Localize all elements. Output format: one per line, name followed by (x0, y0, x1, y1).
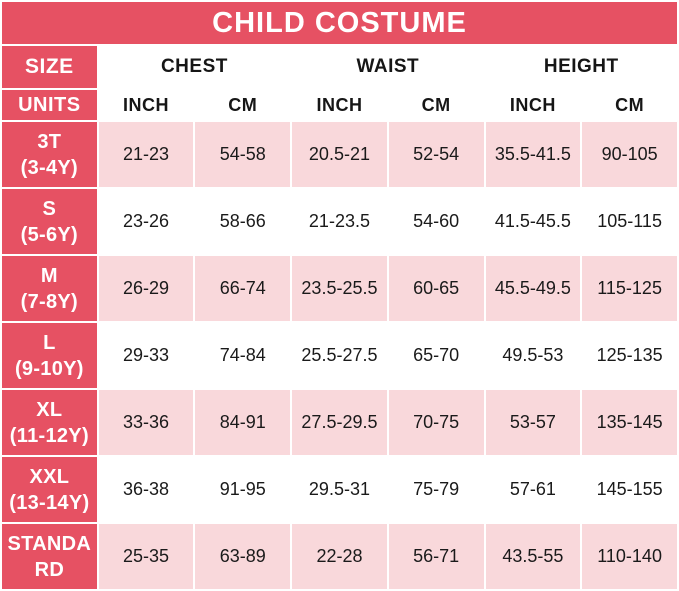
size-age-range: (3-4Y) (20, 156, 79, 179)
size-label: RD (34, 558, 65, 581)
cell-waist-inch: 29.5-31 (292, 457, 387, 522)
size-age-range: (13-14Y) (9, 491, 90, 514)
table-row-l: L (9-10Y) 29-33 74-84 25.5-27.5 65-70 49… (2, 323, 677, 388)
cell-height-cm: 90-105 (582, 122, 677, 187)
cell-chest-inch: 25-35 (98, 524, 194, 589)
cell-waist-cm: 65-70 (388, 323, 484, 388)
cell-waist-inch: 20.5-21 (292, 122, 387, 187)
table-row-xxl: XXL (13-14Y) 36-38 91-95 29.5-31 75-79 5… (2, 457, 677, 522)
size-table: SIZE CHEST WAIST HEIGHT UNITS INCH CM IN… (0, 44, 679, 591)
header-group-height: HEIGHT (485, 46, 677, 88)
size-age-range: (9-10Y) (14, 357, 84, 380)
cell-height-cm: 105-115 (582, 189, 677, 254)
chart-title: CHILD COSTUME (212, 6, 467, 39)
cell-chest-inch: 23-26 (98, 189, 194, 254)
cell-height-inch: 41.5-45.5 (485, 189, 581, 254)
chart-title-bar: CHILD COSTUME (2, 2, 677, 44)
header-group-waist: WAIST (292, 46, 484, 88)
cell-chest-cm: 84-91 (195, 390, 291, 455)
header-units: UNITS (2, 90, 97, 120)
cell-chest-cm: 74-84 (195, 323, 291, 388)
cell-waist-inch: 22-28 (292, 524, 387, 589)
size-age-range: (7-8Y) (20, 290, 79, 313)
cell-height-inch: 49.5-53 (485, 323, 581, 388)
size-cell-l: L (9-10Y) (2, 323, 97, 388)
size-label: L (43, 331, 56, 354)
size-age-range: (5-6Y) (20, 223, 79, 246)
unit-waist-inch: INCH (292, 90, 387, 120)
table-row-m: M (7-8Y) 26-29 66-74 23.5-25.5 60-65 45.… (2, 256, 677, 321)
header-group-chest: CHEST (98, 46, 291, 88)
cell-height-cm: 115-125 (582, 256, 677, 321)
cell-height-inch: 57-61 (485, 457, 581, 522)
cell-chest-cm: 91-95 (195, 457, 291, 522)
cell-waist-inch: 25.5-27.5 (292, 323, 387, 388)
table-row-s: S (5-6Y) 23-26 58-66 21-23.5 54-60 41.5-… (2, 189, 677, 254)
size-cell-m: M (7-8Y) (2, 256, 97, 321)
cell-waist-inch: 23.5-25.5 (292, 256, 387, 321)
size-label: M (40, 264, 58, 287)
size-label: 3T (37, 130, 62, 153)
cell-chest-inch: 29-33 (98, 323, 194, 388)
cell-waist-cm: 60-65 (388, 256, 484, 321)
size-label: STANDA (7, 532, 92, 555)
cell-chest-inch: 36-38 (98, 457, 194, 522)
size-age-range: (11-12Y) (9, 424, 89, 447)
size-cell-standard: STANDA RD (2, 524, 97, 589)
unit-chest-inch: INCH (98, 90, 194, 120)
unit-height-cm: CM (582, 90, 677, 120)
header-size: SIZE (2, 46, 97, 88)
cell-waist-cm: 52-54 (388, 122, 484, 187)
table-row-xl: XL (11-12Y) 33-36 84-91 27.5-29.5 70-75 … (2, 390, 677, 455)
cell-height-inch: 43.5-55 (485, 524, 581, 589)
size-cell-s: S (5-6Y) (2, 189, 97, 254)
size-cell-3t: 3T (3-4Y) (2, 122, 97, 187)
size-cell-xl: XL (11-12Y) (2, 390, 97, 455)
cell-chest-inch: 21-23 (98, 122, 194, 187)
cell-chest-inch: 26-29 (98, 256, 194, 321)
cell-waist-cm: 75-79 (388, 457, 484, 522)
size-label: XXL (29, 465, 70, 488)
cell-waist-cm: 70-75 (388, 390, 484, 455)
cell-chest-cm: 63-89 (195, 524, 291, 589)
cell-height-inch: 45.5-49.5 (485, 256, 581, 321)
cell-height-cm: 110-140 (582, 524, 677, 589)
units-row: UNITS INCH CM INCH CM INCH CM (2, 90, 677, 120)
cell-chest-inch: 33-36 (98, 390, 194, 455)
unit-height-inch: INCH (485, 90, 581, 120)
cell-waist-inch: 27.5-29.5 (292, 390, 387, 455)
header-row: SIZE CHEST WAIST HEIGHT (2, 46, 677, 88)
cell-waist-cm: 54-60 (388, 189, 484, 254)
cell-height-cm: 135-145 (582, 390, 677, 455)
table-row-3t: 3T (3-4Y) 21-23 54-58 20.5-21 52-54 35.5… (2, 122, 677, 187)
table-row-standard: STANDA RD 25-35 63-89 22-28 56-71 43.5-5… (2, 524, 677, 589)
cell-chest-cm: 58-66 (195, 189, 291, 254)
size-cell-xxl: XXL (13-14Y) (2, 457, 97, 522)
cell-height-cm: 145-155 (582, 457, 677, 522)
cell-waist-inch: 21-23.5 (292, 189, 387, 254)
cell-height-inch: 35.5-41.5 (485, 122, 581, 187)
cell-height-inch: 53-57 (485, 390, 581, 455)
size-label: XL (36, 398, 63, 421)
size-label: S (42, 197, 57, 220)
cell-chest-cm: 66-74 (195, 256, 291, 321)
cell-height-cm: 125-135 (582, 323, 677, 388)
unit-chest-cm: CM (195, 90, 291, 120)
unit-waist-cm: CM (388, 90, 484, 120)
cell-chest-cm: 54-58 (195, 122, 291, 187)
cell-waist-cm: 56-71 (388, 524, 484, 589)
